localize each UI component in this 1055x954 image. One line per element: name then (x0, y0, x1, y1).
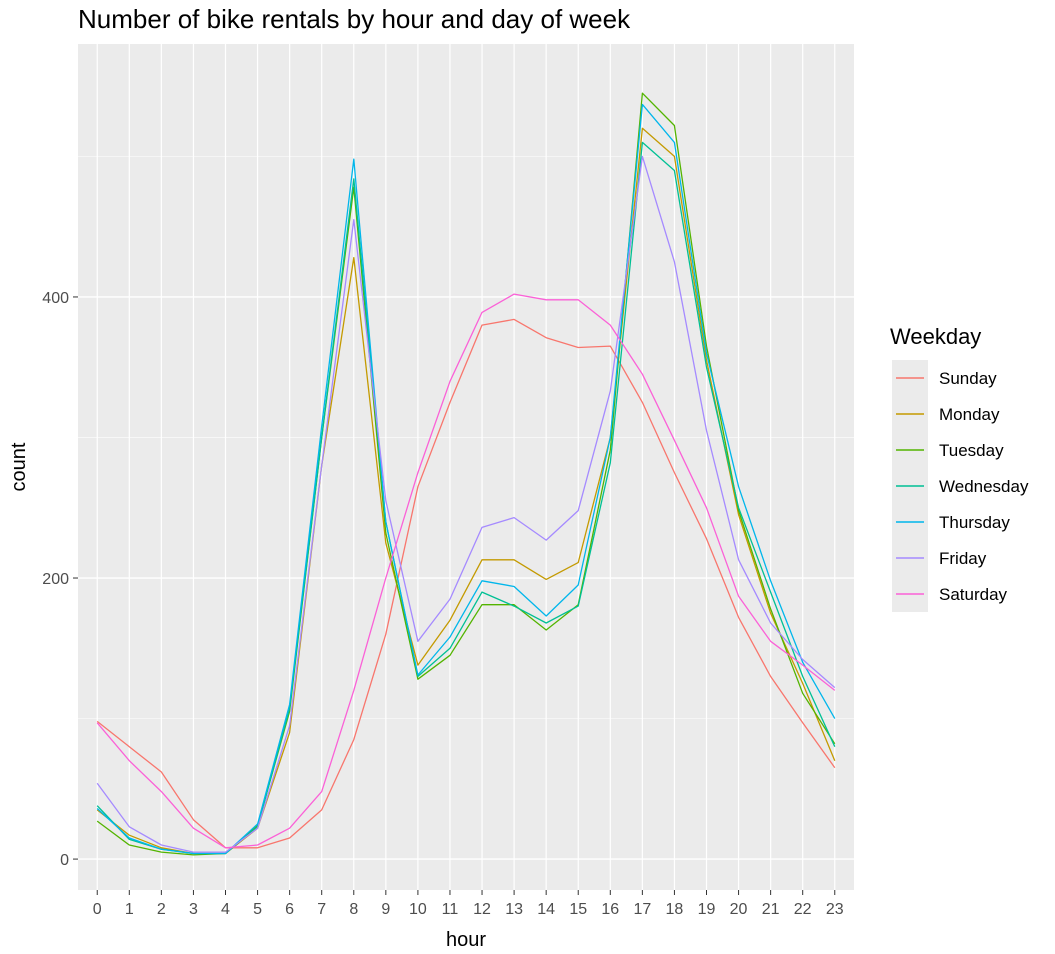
x-tick-label: 3 (189, 901, 198, 918)
x-tick-label: 19 (698, 901, 716, 918)
legend-label-sunday: Sunday (939, 369, 997, 388)
x-tick-label: 10 (409, 901, 427, 918)
x-tick-label: 20 (730, 901, 748, 918)
x-tick-label: 4 (221, 901, 230, 918)
chart-title: Number of bike rentals by hour and day o… (78, 4, 631, 34)
x-tick-label: 9 (381, 901, 390, 918)
x-tick-label: 21 (762, 901, 780, 918)
series-line-friday (96, 155, 836, 853)
x-tick-label: 17 (633, 901, 651, 918)
x-tick-label: 12 (473, 901, 491, 918)
x-tick-label: 23 (826, 901, 844, 918)
legend-label-wednesday: Wednesday (939, 477, 1029, 496)
x-tick-label: 11 (442, 901, 459, 918)
legend-label-tuesday: Tuesday (939, 441, 1004, 460)
x-tick-label: 5 (253, 901, 262, 918)
y-tick-label: 400 (42, 290, 69, 307)
legend-items: Sunday Monday Tuesday Wednesday Thursday Frid… (892, 360, 1029, 612)
legend-label-thursday: Thursday (939, 513, 1010, 532)
x-tick-label: 7 (317, 901, 326, 918)
y-axis-ticks: 0 200 400 (42, 290, 78, 869)
x-tick-label: 8 (349, 901, 358, 918)
x-axis-title: hour (446, 929, 486, 951)
x-tick-label: 13 (505, 901, 523, 918)
legend-label-friday: Friday (939, 549, 987, 568)
y-tick-label: 200 (42, 571, 69, 588)
x-tick-label: 18 (666, 901, 684, 918)
legend: Weekday Sunday Monday Tuesday Wednesday Thur… (890, 324, 1029, 612)
x-tick-label: 6 (285, 901, 294, 918)
legend-title: Weekday (890, 324, 981, 349)
x-tick-label: 16 (601, 901, 619, 918)
y-axis-title: count (8, 442, 30, 491)
legend-label-saturday: Saturday (939, 585, 1008, 604)
series-lines (96, 92, 836, 856)
legend-label-monday: Monday (939, 405, 1000, 424)
y-tick-label: 0 (60, 852, 69, 869)
x-tick-label: 1 (125, 901, 134, 918)
series-line-thursday (96, 103, 836, 855)
series-line-sunday (96, 318, 836, 849)
x-tick-label: 15 (569, 901, 587, 918)
series-line-saturday (96, 293, 836, 849)
x-tick-label: 14 (537, 901, 555, 918)
x-tick-label: 2 (157, 901, 166, 918)
x-tick-label: 22 (794, 901, 812, 918)
plot-panel (78, 44, 854, 890)
x-tick-label: 0 (93, 901, 102, 918)
x-axis-ticks: 0 1 2 3 4 5 6 7 8 9 10 11 12 13 14 15 16 17 18 19 20 21 22 23 (93, 890, 844, 918)
